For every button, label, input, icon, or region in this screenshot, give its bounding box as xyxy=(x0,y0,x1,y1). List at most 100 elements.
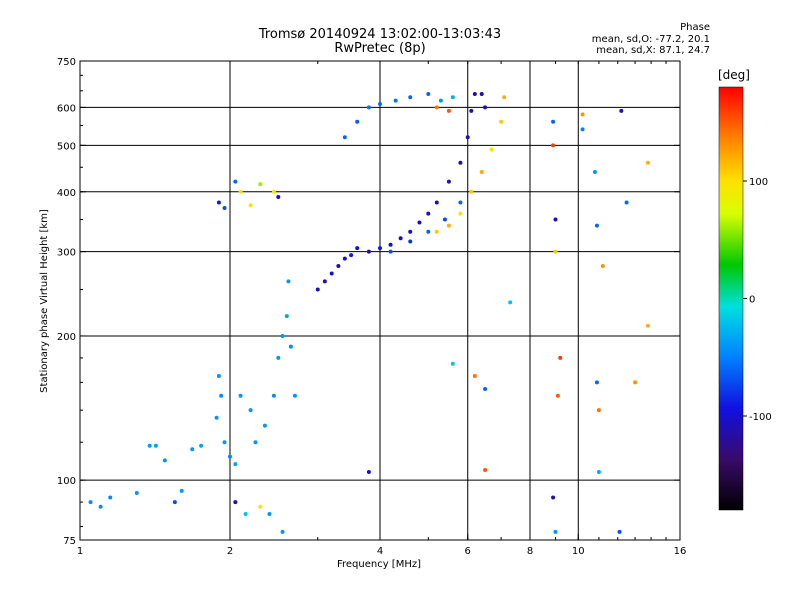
echo-point xyxy=(581,112,585,116)
echo-point xyxy=(435,105,439,109)
echo-point xyxy=(408,95,412,99)
echo-point xyxy=(99,505,103,509)
echo-point xyxy=(551,495,555,499)
y-tick-label: 750 xyxy=(57,57,76,68)
echo-point xyxy=(233,500,237,504)
echo-point xyxy=(276,356,280,360)
y-tick-label: 400 xyxy=(57,188,76,199)
echo-point xyxy=(163,458,167,462)
echo-point xyxy=(595,224,599,228)
echo-point xyxy=(244,512,248,516)
echo-point xyxy=(480,92,484,96)
echo-point xyxy=(316,288,320,292)
echo-point xyxy=(458,161,462,165)
echo-point xyxy=(502,95,506,99)
echo-point xyxy=(551,120,555,124)
y-tick-label: 300 xyxy=(57,248,76,259)
x-tick-label: 8 xyxy=(527,546,533,557)
echo-point xyxy=(451,95,455,99)
echo-point xyxy=(408,230,412,234)
echo-point xyxy=(349,253,353,257)
ionogram-chart: 1 2 4 6 8 10 16 75100200300400500600750 Freque… xyxy=(0,0,800,600)
x-tick-label: 6 xyxy=(465,546,471,557)
echo-point xyxy=(148,444,152,448)
x-tick-label: 4 xyxy=(377,546,383,557)
echo-point xyxy=(154,444,158,448)
echo-point xyxy=(483,387,487,391)
echo-point xyxy=(551,143,555,147)
x-tick-label: 10 xyxy=(572,546,585,557)
echo-point xyxy=(469,190,473,194)
echo-point xyxy=(443,218,447,222)
echo-point xyxy=(469,109,473,113)
echo-point xyxy=(239,190,243,194)
echo-point xyxy=(499,120,503,124)
echo-point xyxy=(249,408,253,412)
echo-point xyxy=(281,334,285,338)
echo-point xyxy=(378,246,382,250)
echo-point xyxy=(394,99,398,103)
colorbar-tick-label: 100 xyxy=(749,177,768,188)
echo-point xyxy=(233,462,237,466)
echo-point xyxy=(378,102,382,106)
y-tick-label: 75 xyxy=(63,536,76,547)
echo-point xyxy=(217,374,221,378)
echo-point xyxy=(435,200,439,204)
echo-point xyxy=(508,300,512,304)
colorbar xyxy=(719,87,743,510)
x-tick-label: 16 xyxy=(674,546,687,557)
echo-point xyxy=(556,394,560,398)
colorbar-unit: [deg] xyxy=(718,68,750,82)
colorbar-ticks: 100 0 -100 xyxy=(743,177,772,423)
echo-point xyxy=(553,530,557,534)
echo-point xyxy=(223,206,227,210)
echo-point xyxy=(625,200,629,204)
echo-point xyxy=(451,362,455,366)
y-tick-label: 200 xyxy=(57,332,76,343)
grid-lines xyxy=(80,61,680,540)
echo-point xyxy=(426,212,430,216)
echo-point xyxy=(135,491,139,495)
echo-point xyxy=(180,489,184,493)
echo-point xyxy=(553,250,557,254)
echo-point xyxy=(618,530,622,534)
echo-point xyxy=(367,470,371,474)
echo-point xyxy=(285,314,289,318)
echo-point xyxy=(263,424,267,428)
echo-point xyxy=(108,495,112,499)
echo-point xyxy=(233,180,237,184)
echo-point xyxy=(219,394,223,398)
echo-point xyxy=(286,279,290,283)
colorbar-tick-label: 0 xyxy=(749,295,755,306)
y-tick-label: 500 xyxy=(57,141,76,152)
echo-point xyxy=(408,239,412,243)
echo-point xyxy=(593,170,597,174)
echo-point xyxy=(289,345,293,349)
echo-point xyxy=(601,264,605,268)
echo-point xyxy=(473,374,477,378)
x-axis-label: Frequency [MHz] xyxy=(337,559,421,570)
phase-x-stats: mean, sd,X: 87.1, 24.7 xyxy=(590,45,710,56)
echo-point xyxy=(323,279,327,283)
echo-point xyxy=(190,447,194,451)
colorbar-tick-label: -100 xyxy=(749,412,772,423)
x-tick-label: 2 xyxy=(227,546,233,557)
echo-point xyxy=(417,221,421,225)
y-tick-label: 100 xyxy=(57,476,76,487)
echo-point xyxy=(258,182,262,186)
echo-point xyxy=(199,444,203,448)
chart-subtitle: RwPretec (8p) xyxy=(200,42,560,56)
echo-point xyxy=(399,236,403,240)
echo-point xyxy=(239,394,243,398)
echo-point xyxy=(466,135,470,139)
echo-point xyxy=(426,92,430,96)
echo-point xyxy=(249,203,253,207)
echo-point xyxy=(389,250,393,254)
echo-point xyxy=(281,530,285,534)
echo-point xyxy=(343,135,347,139)
echo-point xyxy=(490,148,494,152)
echo-point xyxy=(646,324,650,328)
echo-point xyxy=(253,440,257,444)
echo-point xyxy=(426,230,430,234)
echo-point xyxy=(355,246,359,250)
